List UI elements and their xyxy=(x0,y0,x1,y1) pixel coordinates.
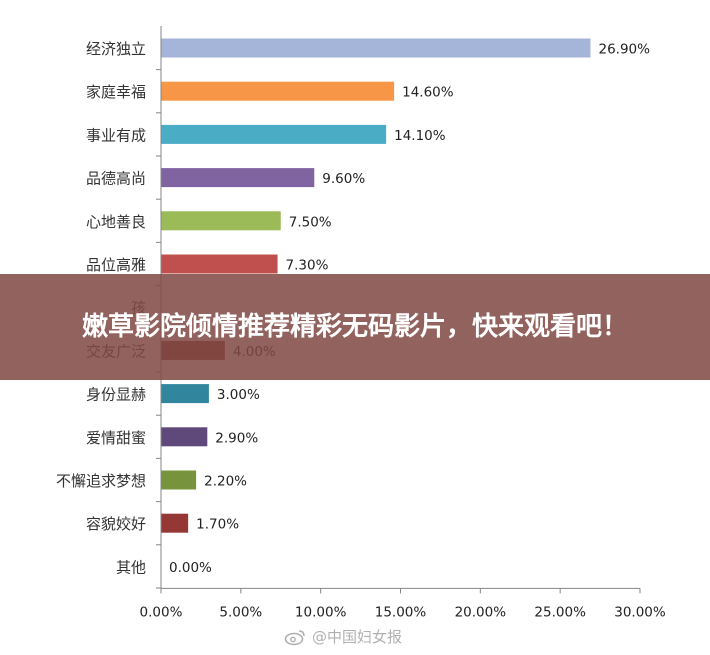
category-label: 品德高尚 xyxy=(86,170,146,188)
bar xyxy=(161,254,278,274)
bar xyxy=(161,513,189,533)
category-label: 容貌姣好 xyxy=(86,515,146,533)
watermark-text: @中国妇女报 xyxy=(312,628,403,646)
data-label: 14.60% xyxy=(402,85,454,101)
category-label: 品位高雅 xyxy=(86,256,146,274)
data-label: 3.00% xyxy=(217,387,260,403)
x-tick-label: 15.00% xyxy=(375,604,427,620)
watermark: @中国妇女报 xyxy=(284,626,402,647)
data-label: 7.30% xyxy=(286,258,329,274)
bar xyxy=(161,427,208,447)
overlay-banner[interactable]: 嫩草影院倾情推荐精彩无码影片，快来观看吧！ xyxy=(0,274,710,380)
category-label: 心地善良 xyxy=(86,213,146,231)
bar xyxy=(161,470,197,490)
category-label: 事业有成 xyxy=(86,126,146,144)
x-tick-label: 20.00% xyxy=(455,604,507,620)
data-label: 14.10% xyxy=(394,128,446,144)
data-label: 2.20% xyxy=(204,474,247,490)
bar xyxy=(161,38,591,58)
x-tick-label: 25.00% xyxy=(534,604,586,620)
category-label: 其他 xyxy=(116,558,146,576)
weibo-icon xyxy=(284,629,305,645)
data-label: 7.50% xyxy=(289,214,332,230)
bar xyxy=(161,211,281,231)
data-label: 26.90% xyxy=(599,42,651,58)
category-label: 家庭幸福 xyxy=(86,83,146,101)
data-label: 1.70% xyxy=(196,517,239,533)
bar xyxy=(161,124,387,144)
data-label: 0.00% xyxy=(169,560,212,576)
bar xyxy=(161,81,395,101)
x-tick-label: 30.00% xyxy=(614,604,666,620)
bar xyxy=(161,384,209,404)
x-tick-label: 10.00% xyxy=(295,604,347,620)
bar xyxy=(161,168,315,188)
x-tick-label: 5.00% xyxy=(219,604,262,620)
x-tick-label: 0.00% xyxy=(140,604,183,620)
category-label: 不懈追求梦想 xyxy=(56,472,146,490)
data-label: 2.90% xyxy=(215,430,258,446)
category-label: 经济独立 xyxy=(86,40,146,58)
category-label: 身份显赫 xyxy=(86,386,146,404)
banner-text: 嫩草影院倾情推荐精彩无码影片，快来观看吧！ xyxy=(81,312,628,342)
category-label: 爱情甜蜜 xyxy=(86,429,146,447)
data-label: 9.60% xyxy=(322,171,365,187)
